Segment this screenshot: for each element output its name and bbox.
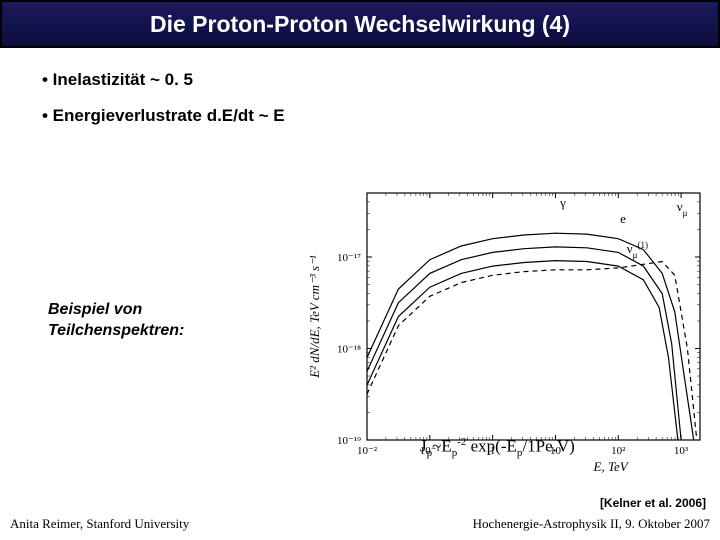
svg-text:νμ(1): νμ(1) — [627, 240, 648, 260]
svg-text:γ: γ — [559, 195, 566, 210]
svg-text:10²: 10² — [611, 445, 626, 457]
svg-text:E² dN/dE, TeV cm⁻³ s⁻¹: E² dN/dE, TeV cm⁻³ s⁻¹ — [307, 255, 322, 379]
svg-text:10³: 10³ — [674, 445, 689, 457]
footer-author: Anita Reimer, Stanford University — [10, 516, 189, 532]
svg-text:10⁻¹⁸: 10⁻¹⁸ — [337, 343, 361, 355]
bullet-inelastizitaet: • Inelastizität ~ 0. 5 — [42, 70, 678, 90]
svg-text:e: e — [620, 211, 626, 226]
formula: Jp~Ep-2 exp(-Ep/1Pe.V) — [420, 436, 575, 459]
title-bar: Die Proton-Proton Wechselwirkung (4) — [0, 0, 720, 48]
footer-event: Hochenergie-Astrophysik II, 9. Oktober 2… — [473, 516, 710, 532]
svg-text:10⁻¹⁹: 10⁻¹⁹ — [337, 435, 361, 447]
svg-text:E, TeV: E, TeV — [593, 459, 630, 474]
content-area: • Inelastizität ~ 0. 5 • Energieverlustr… — [0, 48, 720, 126]
side-label-line1: Beispiel von — [48, 301, 142, 318]
side-label: Beispiel von Teilchenspektren: — [48, 300, 184, 342]
side-label-line2: Teilchenspektren: — [48, 322, 184, 339]
svg-text:νμ: νμ — [677, 199, 688, 218]
spectrum-chart: 10⁻²10⁻¹11010²10³10⁻¹⁹10⁻¹⁸10⁻¹⁷γeνμ(1)ν… — [305, 185, 710, 475]
bullet-energieverlust: • Energieverlustrate d.E/dt ~ E — [42, 106, 678, 126]
slide-title: Die Proton-Proton Wechselwirkung (4) — [150, 11, 570, 38]
svg-text:10⁻¹⁷: 10⁻¹⁷ — [337, 252, 361, 264]
citation: [Kelner et al. 2006] — [600, 496, 706, 510]
